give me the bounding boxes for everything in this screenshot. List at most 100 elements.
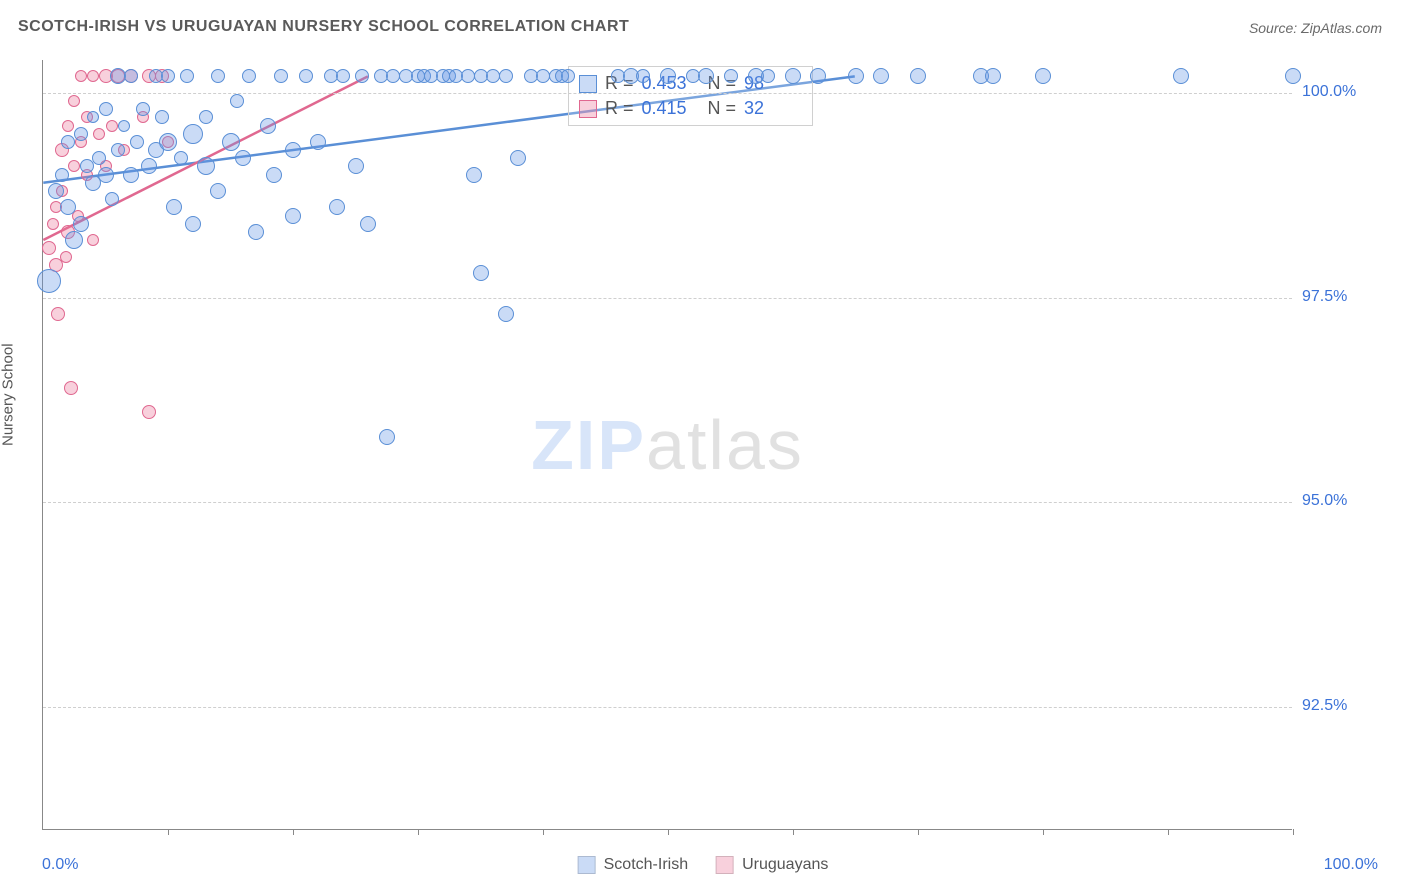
scatter-point-scotch-irish bbox=[235, 150, 251, 166]
scatter-point-scotch-irish bbox=[211, 69, 225, 83]
scatter-point-scotch-irish bbox=[910, 68, 926, 84]
y-tick-label: 92.5% bbox=[1302, 697, 1382, 715]
x-tick bbox=[1293, 829, 1294, 835]
scatter-point-scotch-irish bbox=[510, 150, 526, 166]
gridline bbox=[43, 298, 1292, 299]
scatter-point-scotch-irish bbox=[74, 127, 88, 141]
x-tick bbox=[543, 829, 544, 835]
scatter-point-scotch-irish bbox=[498, 306, 514, 322]
scatter-point-scotch-irish bbox=[274, 69, 288, 83]
scatter-point-scotch-irish bbox=[266, 167, 282, 183]
scatter-point-scotch-irish bbox=[65, 231, 83, 249]
scatter-point-scotch-irish bbox=[348, 158, 364, 174]
y-tick-label: 95.0% bbox=[1302, 492, 1382, 510]
legend-item-uruguayans: Uruguayans bbox=[716, 856, 828, 874]
legend-item-scotch-irish: Scotch-Irish bbox=[578, 856, 688, 874]
stats-swatch-scotch-irish bbox=[579, 75, 597, 93]
gridline bbox=[43, 93, 1292, 94]
scatter-point-scotch-irish bbox=[473, 265, 489, 281]
scatter-point-scotch-irish bbox=[379, 429, 395, 445]
x-tick bbox=[418, 829, 419, 835]
scatter-point-scotch-irish bbox=[230, 94, 244, 108]
scatter-point-scotch-irish bbox=[124, 69, 138, 83]
scatter-point-scotch-irish bbox=[499, 69, 513, 83]
scatter-point-scotch-irish bbox=[105, 192, 119, 206]
scatter-point-scotch-irish bbox=[698, 68, 714, 84]
scatter-point-scotch-irish bbox=[130, 135, 144, 149]
scatter-point-uruguayans bbox=[68, 160, 80, 172]
scatter-point-scotch-irish bbox=[183, 124, 203, 144]
scatter-point-scotch-irish bbox=[761, 69, 775, 83]
x-axis-max-label: 100.0% bbox=[1324, 856, 1378, 874]
scatter-point-scotch-irish bbox=[285, 142, 301, 158]
source-attribution: Source: ZipAtlas.com bbox=[1249, 20, 1382, 36]
x-tick bbox=[668, 829, 669, 835]
y-axis-label: Nursery School bbox=[0, 343, 17, 446]
scatter-point-scotch-irish bbox=[329, 199, 345, 215]
scatter-point-scotch-irish bbox=[166, 199, 182, 215]
legend-swatch-scotch-irish bbox=[578, 856, 596, 874]
scatter-point-scotch-irish bbox=[55, 168, 69, 182]
watermark: ZIPatlas bbox=[531, 405, 804, 485]
scatter-point-scotch-irish bbox=[111, 143, 125, 157]
scatter-point-scotch-irish bbox=[199, 110, 213, 124]
scatter-point-scotch-irish bbox=[848, 68, 864, 84]
plot-area: ZIPatlas R = 0.453 N = 98 R = 0.415 N = … bbox=[42, 60, 1292, 830]
chart-title: SCOTCH-IRISH VS URUGUAYAN NURSERY SCHOOL… bbox=[18, 18, 629, 36]
scatter-point-scotch-irish bbox=[985, 68, 1001, 84]
scatter-point-scotch-irish bbox=[285, 208, 301, 224]
scatter-point-scotch-irish bbox=[242, 69, 256, 83]
y-tick-label: 100.0% bbox=[1302, 83, 1382, 101]
scatter-point-scotch-irish bbox=[180, 69, 194, 83]
scatter-point-scotch-irish bbox=[161, 69, 175, 83]
stats-n-value-uruguayans: 32 bbox=[744, 98, 802, 119]
scatter-point-scotch-irish bbox=[61, 135, 75, 149]
x-tick bbox=[793, 829, 794, 835]
scatter-point-scotch-irish bbox=[248, 224, 264, 240]
stats-r-value-uruguayans: 0.415 bbox=[642, 98, 700, 119]
scatter-point-uruguayans bbox=[106, 120, 118, 132]
y-tick-label: 97.5% bbox=[1302, 288, 1382, 306]
stats-swatch-uruguayans bbox=[579, 100, 597, 118]
scatter-point-uruguayans bbox=[47, 218, 59, 230]
scatter-point-scotch-irish bbox=[355, 69, 369, 83]
x-tick bbox=[1168, 829, 1169, 835]
scatter-point-scotch-irish bbox=[136, 102, 150, 116]
scatter-point-scotch-irish bbox=[360, 216, 376, 232]
scatter-point-scotch-irish bbox=[785, 68, 801, 84]
scatter-point-uruguayans bbox=[87, 70, 99, 82]
scatter-point-scotch-irish bbox=[118, 120, 130, 132]
stats-r-label: R = bbox=[605, 98, 634, 119]
scatter-point-scotch-irish bbox=[141, 158, 157, 174]
gridline bbox=[43, 502, 1292, 503]
scatter-point-uruguayans bbox=[51, 307, 65, 321]
scatter-point-scotch-irish bbox=[310, 134, 326, 150]
scatter-point-uruguayans bbox=[42, 241, 56, 255]
scatter-point-scotch-irish bbox=[660, 68, 676, 84]
scatter-point-scotch-irish bbox=[1285, 68, 1301, 84]
scatter-point-scotch-irish bbox=[724, 69, 738, 83]
scatter-point-scotch-irish bbox=[1173, 68, 1189, 84]
scatter-point-uruguayans bbox=[68, 95, 80, 107]
scatter-point-scotch-irish bbox=[197, 157, 215, 175]
scatter-point-scotch-irish bbox=[466, 167, 482, 183]
watermark-zip: ZIP bbox=[531, 406, 646, 484]
scatter-point-uruguayans bbox=[62, 120, 74, 132]
scatter-point-scotch-irish bbox=[159, 133, 177, 151]
scatter-point-scotch-irish bbox=[92, 151, 106, 165]
scatter-point-scotch-irish bbox=[37, 269, 61, 293]
scatter-point-scotch-irish bbox=[60, 199, 76, 215]
scatter-point-scotch-irish bbox=[873, 68, 889, 84]
scatter-point-scotch-irish bbox=[810, 68, 826, 84]
scatter-point-scotch-irish bbox=[222, 133, 240, 151]
x-tick bbox=[918, 829, 919, 835]
x-tick bbox=[293, 829, 294, 835]
legend-swatch-uruguayans bbox=[716, 856, 734, 874]
scatter-point-uruguayans bbox=[87, 234, 99, 246]
scatter-point-scotch-irish bbox=[185, 216, 201, 232]
scatter-point-scotch-irish bbox=[636, 69, 650, 83]
stats-row-uruguayans: R = 0.415 N = 32 bbox=[579, 96, 802, 121]
regression-lines bbox=[43, 60, 1292, 829]
scatter-point-scotch-irish bbox=[260, 118, 276, 134]
x-axis-min-label: 0.0% bbox=[42, 856, 78, 874]
